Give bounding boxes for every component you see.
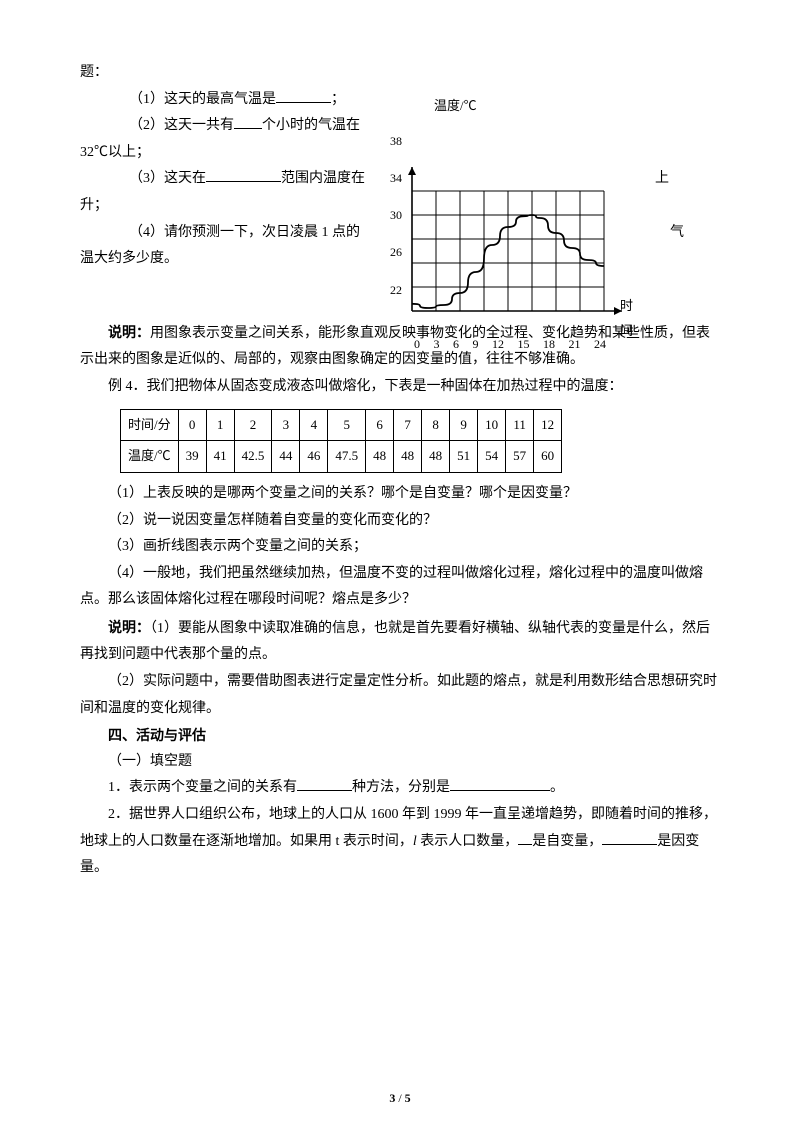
ytick: 34 [390, 172, 402, 184]
cell: 48 [394, 441, 422, 473]
ytick: 38 [390, 135, 402, 147]
cell: 57 [506, 441, 534, 473]
xtick: 21 [569, 333, 581, 356]
melting-data-table: 时间/分 0 1 2 3 4 5 6 7 8 9 10 11 12 温度/℃ 3… [120, 409, 562, 473]
text: 。 [550, 780, 564, 795]
cell: 6 [366, 409, 394, 441]
cell: 9 [450, 409, 478, 441]
cell: 44 [272, 441, 300, 473]
xtick: 6 [453, 333, 459, 356]
example-4-q3: （3）画折线图表示两个变量之间的关系； [80, 534, 720, 561]
temperature-chart: 温度/℃ 38 34 30 26 22 0 3 6 9 12 15 18 21 … [390, 94, 628, 355]
text: （4）请你预测一下，次日凌晨 1 点的 [129, 225, 360, 240]
page-sep: / [395, 1091, 404, 1105]
cell: 46 [300, 441, 328, 473]
example-4-q4: （4）一般地，我们把虽然继续加热，但温度不变的过程叫做熔化过程，熔化过程中的温度… [80, 561, 720, 614]
section-4-sub: （一）填空题 [80, 749, 720, 776]
xtick: 18 [543, 333, 555, 356]
continuation-line: 题： [80, 60, 720, 87]
page-total: 5 [405, 1091, 411, 1105]
page-number: 3 / 5 [0, 1087, 800, 1110]
cell: 7 [394, 409, 422, 441]
blank [206, 167, 281, 182]
row-label: 温度/℃ [121, 441, 179, 473]
row-label: 时间/分 [121, 409, 179, 441]
cell: 47.5 [328, 441, 366, 473]
cell: 48 [366, 441, 394, 473]
cell: 12 [534, 409, 562, 441]
xtick: 3 [434, 333, 440, 356]
text: （1）要能从图象中读取准确的信息，也就是首先要看好横轴、纵轴代表的变量是什么，然… [80, 621, 710, 663]
ytick: 30 [390, 209, 402, 221]
note-2a: 说明：（1）要能从图象中读取准确的信息，也就是首先要看好横轴、纵轴代表的变量是什… [80, 614, 720, 669]
label-bold: 说明： [108, 324, 150, 340]
cell: 48 [422, 441, 450, 473]
text: （2）这天一共有 [129, 118, 234, 133]
cell: 5 [328, 409, 366, 441]
cell: 60 [534, 441, 562, 473]
xtick: 9 [473, 333, 479, 356]
ytick: 26 [390, 246, 402, 258]
note-2b: （2）实际问题中，需要借助图表进行定量定性分析。如此题的熔点，就是利用数形结合思… [80, 669, 720, 722]
cell: 10 [478, 409, 506, 441]
text: （3）这天在 [129, 171, 206, 186]
chart-svg [406, 121, 628, 331]
chart-x-ticks: 0 3 6 9 12 15 18 21 24 [414, 333, 606, 356]
text: 1．表示两个变量之间的关系有 [108, 780, 297, 795]
xtick: 12 [492, 333, 504, 356]
text: （1）这天的最高气温是 [129, 92, 276, 107]
cell: 0 [178, 409, 206, 441]
text: 上 [655, 171, 669, 186]
cell: 54 [478, 441, 506, 473]
blank [276, 88, 331, 103]
text: 是自变量， [532, 834, 602, 849]
blank [297, 776, 352, 791]
text: 气 [670, 225, 684, 240]
cell: 41 [206, 441, 234, 473]
ytick: 22 [390, 284, 402, 296]
cell: 39 [178, 441, 206, 473]
cell: 51 [450, 441, 478, 473]
text: 种方法，分别是 [352, 780, 450, 795]
blank [450, 776, 550, 791]
text: 个小时的气温在 [262, 118, 360, 133]
xtick: 15 [518, 333, 530, 356]
blank [602, 830, 657, 845]
table-row: 温度/℃ 39 41 42.5 44 46 47.5 48 48 48 51 5… [121, 441, 562, 473]
blank [234, 114, 262, 129]
table-row: 时间/分 0 1 2 3 4 5 6 7 8 9 10 11 12 [121, 409, 562, 441]
text: ； [331, 92, 345, 107]
cell: 1 [206, 409, 234, 441]
xtick: 24 [594, 333, 606, 356]
fill-1: 1．表示两个变量之间的关系有 种方法，分别是 。 [80, 775, 720, 802]
text: 表示人口数量， [417, 834, 519, 849]
cell: 3 [272, 409, 300, 441]
xtick: 0 [414, 333, 420, 356]
blank [518, 830, 532, 845]
text: 范围内温度在 [281, 171, 365, 186]
chart-y-axis-label: 温度/℃ [434, 94, 628, 119]
cell: 8 [422, 409, 450, 441]
section-4-title: 四、活动与评估 [80, 722, 720, 749]
cell: 4 [300, 409, 328, 441]
chart-x-axis-label: 时间 [620, 294, 633, 343]
cell: 42.5 [234, 441, 272, 473]
example-4-q1: （1）上表反映的是哪两个变量之间的关系？哪个是自变量？哪个是因变量？ [80, 481, 720, 508]
fill-2: 2．据世界人口组织公布，地球上的人口从 1600 年到 1999 年一直呈递增趋… [80, 802, 720, 882]
cell: 2 [234, 409, 272, 441]
cell: 11 [506, 409, 534, 441]
example-4-q2: （2）说一说因变量怎样随着自变量的变化而变化的？ [80, 508, 720, 535]
chart-y-ticks: 38 34 30 26 22 [390, 135, 402, 296]
example-4-intro: 例 4．我们把物体从固态变成液态叫做熔化，下表是一种固体在加热过程中的温度： [80, 374, 720, 401]
label-bold: 说明： [108, 619, 150, 635]
